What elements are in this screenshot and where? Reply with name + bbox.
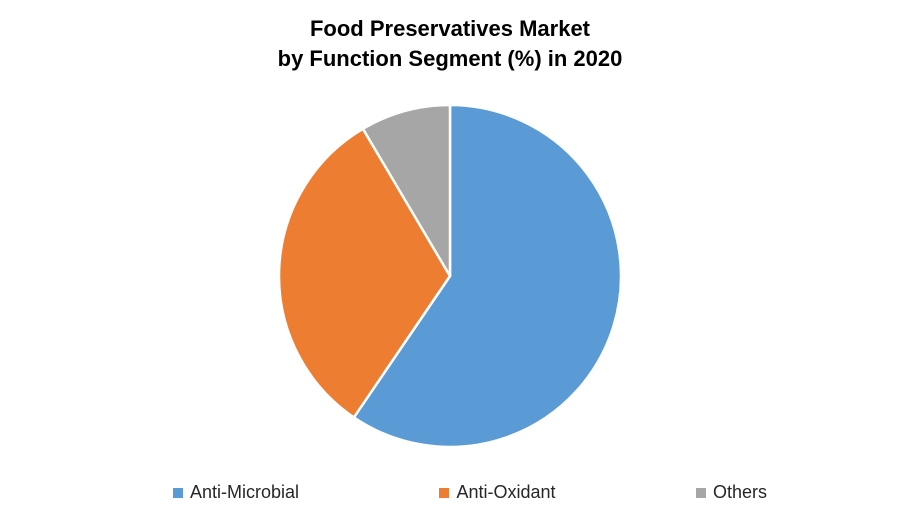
pie-slice-others[interactable]: [361, 103, 452, 278]
chart-title-line2: by Function Segment (%) in 2020: [277, 46, 623, 71]
chart-title: Food Preservatives Market by Function Se…: [0, 14, 900, 74]
legend-swatch-anti-microbial: [173, 487, 183, 498]
legend-swatch-others: [695, 487, 706, 498]
pie-slice-anti-microbial[interactable]: [352, 103, 623, 449]
legend-label: Anti-Oxidant: [456, 482, 556, 502]
legend-item-anti-microbial[interactable]: Anti-Microbial: [173, 482, 299, 503]
legend-swatch-anti-oxidant: [439, 487, 450, 498]
legend-item-others[interactable]: Others: [695, 482, 767, 503]
chart-legend: Anti-Microbial Anti-Oxidant Others: [173, 482, 767, 503]
legend-item-anti-oxidant[interactable]: Anti-Oxidant: [439, 482, 556, 503]
pie-slice-anti-oxidant[interactable]: [277, 127, 452, 419]
legend-label: Others: [712, 482, 767, 502]
chart-title-line1: Food Preservatives Market: [309, 16, 591, 41]
legend-label: Anti-Microbial: [190, 482, 300, 502]
